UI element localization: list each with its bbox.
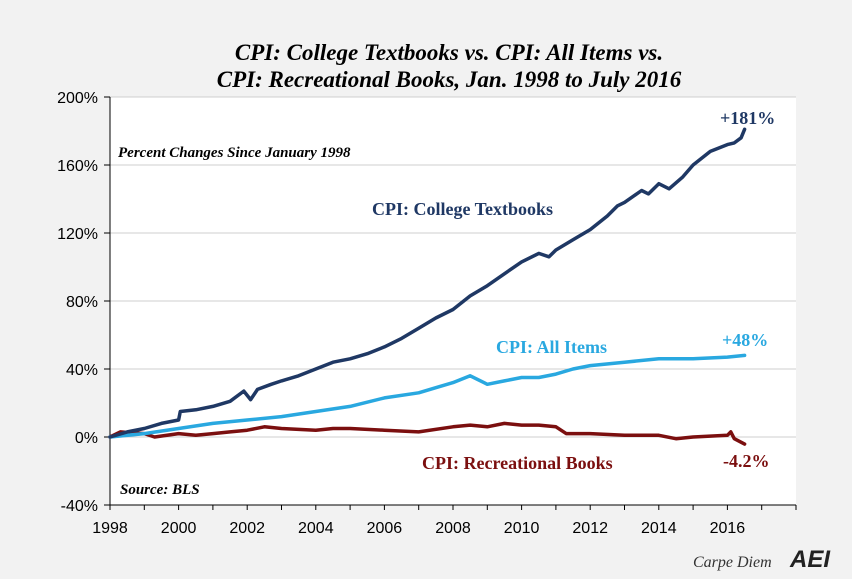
- y-tick-label: 120%: [57, 226, 98, 243]
- series-line-all-items: [108, 353, 747, 439]
- chart-title-line-2: CPI: Recreational Books, Jan. 1998 to Ju…: [217, 67, 682, 92]
- y-tick-label: 0%: [75, 430, 98, 447]
- x-tick-label: 2016: [710, 520, 746, 537]
- series-label-recreational-books: CPI: Recreational Books: [422, 453, 613, 473]
- y-tick-label: 80%: [66, 294, 98, 311]
- aei-logo: AEI: [789, 546, 831, 573]
- source-note: Source: BLS: [120, 482, 200, 498]
- x-axis-tick-labels: 1998 2000 2002 2004 2006 2008 2010 2012 2014 2016: [92, 520, 745, 537]
- subtitle-note: Percent Changes Since January 1998: [118, 145, 351, 161]
- series-line-recreational-books: [108, 421, 747, 446]
- end-label-college-textbooks: +181%: [720, 108, 775, 128]
- end-label-all-items: +48%: [722, 330, 768, 350]
- x-tick-label: 2014: [641, 520, 677, 537]
- x-tick-label: 2006: [367, 520, 403, 537]
- y-tick-label: 160%: [57, 158, 98, 175]
- x-tick-label: 2002: [229, 520, 265, 537]
- x-tick-label: 1998: [92, 520, 128, 537]
- end-label-recreational-books: -4.2%: [723, 451, 770, 471]
- x-tick-label: 2004: [298, 520, 334, 537]
- chart-title-line-1: CPI: College Textbooks vs. CPI: All Item…: [235, 40, 663, 65]
- x-tick-label: 2012: [572, 520, 608, 537]
- y-axis-tick-labels: -40% 0% 40% 80% 120% 160% 200%: [57, 90, 98, 515]
- series-label-all-items: CPI: All Items: [496, 337, 607, 357]
- x-tick-label: 2008: [435, 520, 471, 537]
- y-tick-label: 200%: [57, 90, 98, 107]
- series-lines: [108, 127, 747, 446]
- y-tick-label: -40%: [61, 498, 98, 515]
- series-line-college-textbooks: [108, 127, 747, 439]
- brand-carpe-diem: Carpe Diem: [693, 554, 772, 571]
- y-tick-label: 40%: [66, 362, 98, 379]
- series-label-college-textbooks: CPI: College Textbooks: [372, 199, 553, 219]
- x-tick-label: 2000: [161, 520, 197, 537]
- x-tick-label: 2010: [504, 520, 540, 537]
